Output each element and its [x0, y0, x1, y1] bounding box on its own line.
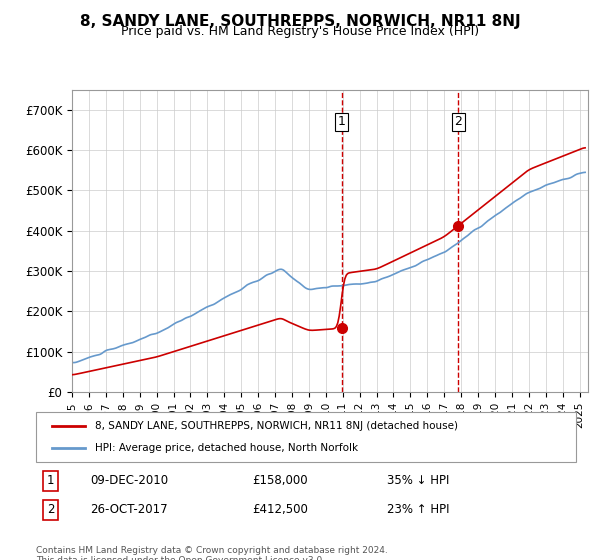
Text: 8, SANDY LANE, SOUTHREPPS, NORWICH, NR11 8NJ: 8, SANDY LANE, SOUTHREPPS, NORWICH, NR11…: [80, 14, 520, 29]
Text: Contains HM Land Registry data © Crown copyright and database right 2024.
This d: Contains HM Land Registry data © Crown c…: [36, 546, 388, 560]
Text: £412,500: £412,500: [252, 503, 308, 516]
Text: 26-OCT-2017: 26-OCT-2017: [90, 503, 167, 516]
Text: £158,000: £158,000: [252, 474, 308, 487]
Text: HPI: Average price, detached house, North Norfolk: HPI: Average price, detached house, Nort…: [95, 443, 359, 453]
Text: 23% ↑ HPI: 23% ↑ HPI: [387, 503, 449, 516]
Text: 2: 2: [454, 115, 462, 128]
Text: 2: 2: [47, 503, 54, 516]
Text: Price paid vs. HM Land Registry's House Price Index (HPI): Price paid vs. HM Land Registry's House …: [121, 25, 479, 38]
FancyBboxPatch shape: [36, 412, 576, 462]
Text: 8, SANDY LANE, SOUTHREPPS, NORWICH, NR11 8NJ (detached house): 8, SANDY LANE, SOUTHREPPS, NORWICH, NR11…: [95, 421, 458, 431]
Text: 1: 1: [47, 474, 54, 487]
Text: 35% ↓ HPI: 35% ↓ HPI: [387, 474, 449, 487]
Text: 1: 1: [338, 115, 346, 128]
Text: 09-DEC-2010: 09-DEC-2010: [90, 474, 168, 487]
